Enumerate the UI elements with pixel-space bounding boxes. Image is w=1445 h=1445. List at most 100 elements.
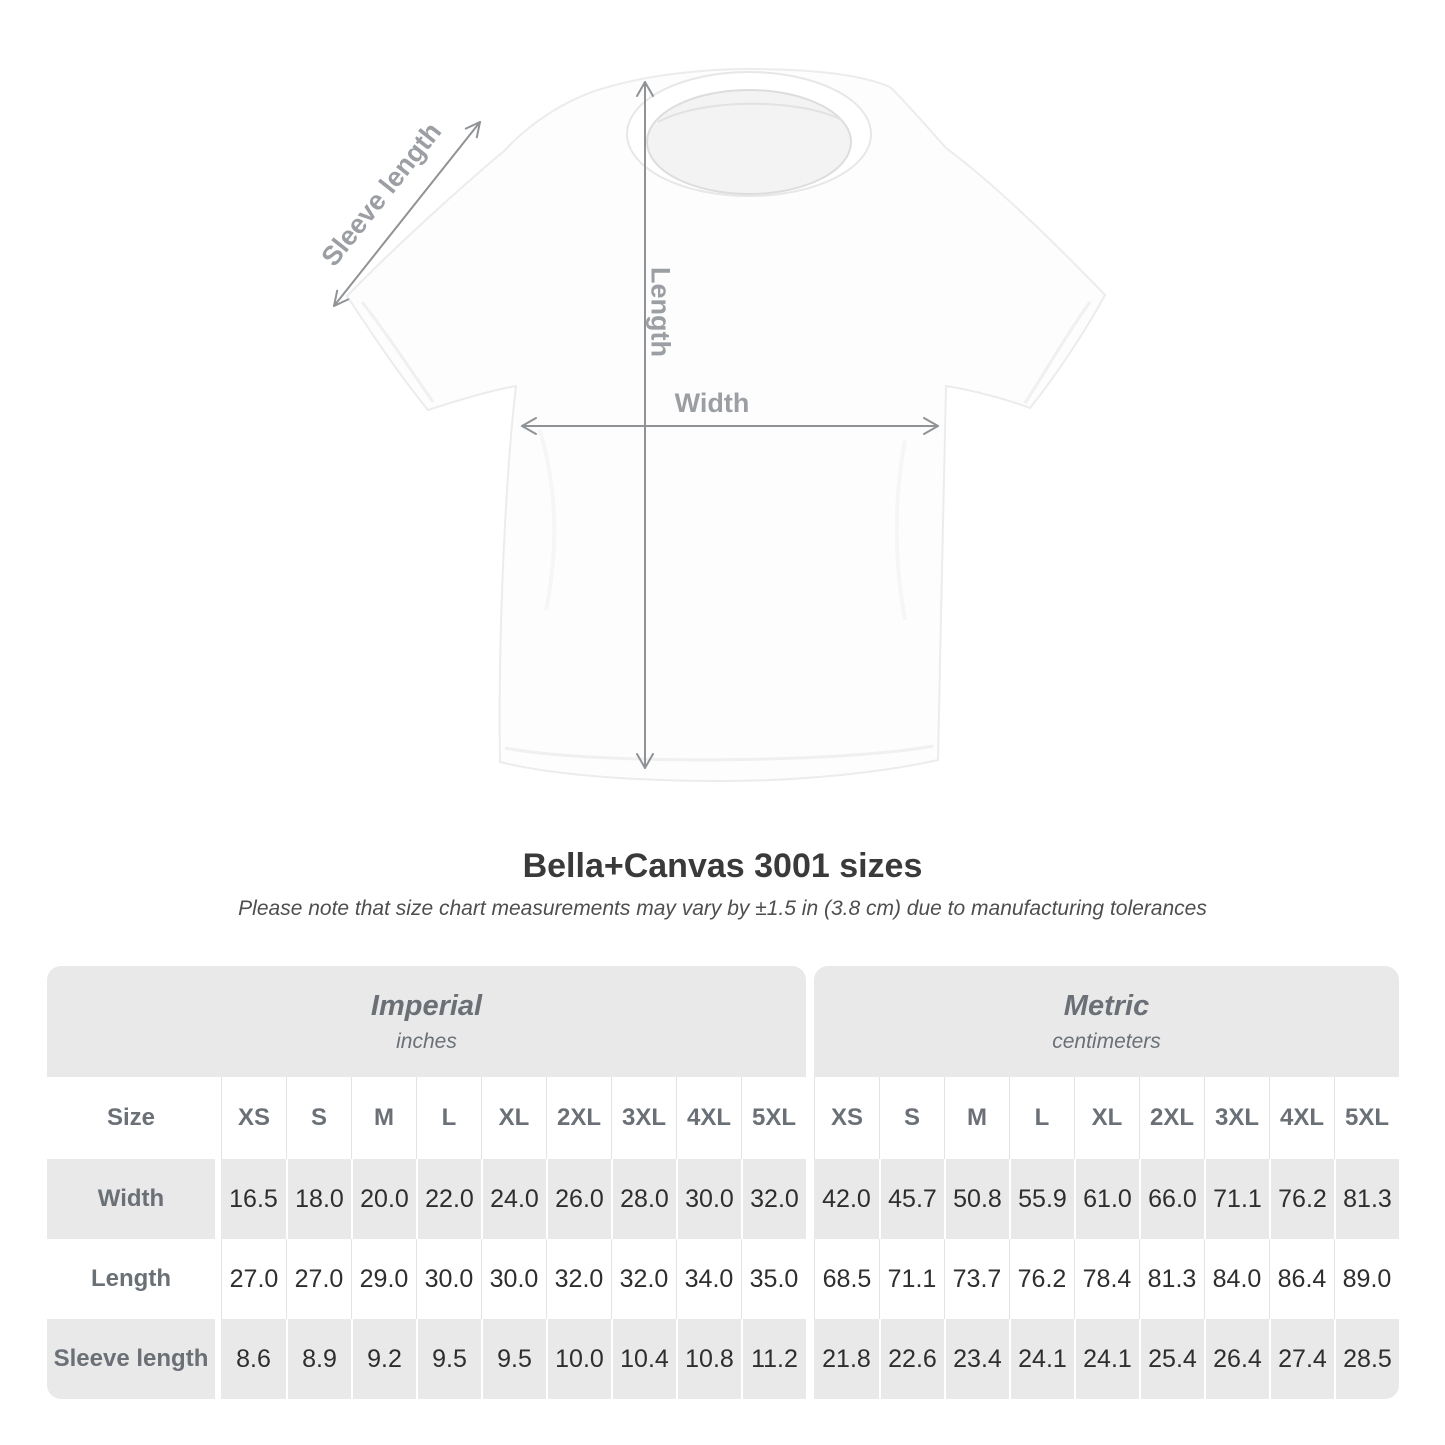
unit-group-metric: Metric centimeters — [814, 966, 1399, 1077]
size-value-cell: 27.0 — [286, 1239, 351, 1319]
unit-divider — [806, 1159, 814, 1239]
size-value-cell: 9.5 — [416, 1319, 481, 1399]
size-value-cell: 76.2 — [1269, 1159, 1334, 1239]
size-value-cell: 22.0 — [416, 1159, 481, 1239]
page-title: Bella+Canvas 3001 sizes — [522, 847, 923, 885]
size-value-cell: 28.0 — [611, 1159, 676, 1239]
size-header-imperial-2xl: 2XL — [546, 1077, 611, 1159]
sleeve-length-arrow — [333, 121, 481, 307]
size-value-cell: 16.5 — [221, 1159, 286, 1239]
size-value-cell: 29.0 — [351, 1239, 416, 1319]
unit-group-imperial: Imperial inches — [47, 966, 806, 1077]
size-value-cell: 30.0 — [416, 1239, 481, 1319]
size-value-cell: 71.1 — [879, 1239, 944, 1319]
size-header-metric-2xl: 2XL — [1139, 1077, 1204, 1159]
size-header-metric-l: L — [1009, 1077, 1074, 1159]
size-header-metric-xs: XS — [814, 1077, 879, 1159]
table-row: Width 16.5 18.0 20.0 22.0 24.0 26.0 28.0 30.0 32.… — [47, 1159, 1399, 1239]
size-value-cell: 42.0 — [814, 1159, 879, 1239]
size-value-cell: 22.6 — [879, 1319, 944, 1399]
size-value-cell: 50.8 — [944, 1159, 1009, 1239]
size-value-cell: 20.0 — [351, 1159, 416, 1239]
size-header-imperial-4xl: 4XL — [676, 1077, 741, 1159]
size-value-cell: 11.2 — [741, 1319, 806, 1399]
size-value-cell: 32.0 — [546, 1239, 611, 1319]
size-value-cell: 9.5 — [481, 1319, 546, 1399]
row-label: Length — [91, 1265, 171, 1292]
size-header-imperial-l: L — [416, 1077, 481, 1159]
size-value-cell: 32.0 — [741, 1159, 806, 1239]
size-value-cell: 10.8 — [676, 1319, 741, 1399]
size-header-row: Size XS S M L XL 2XL 3XL 4XL 5XL XS S M L XL 2XL 3XL 4XL 5… — [47, 1077, 1399, 1159]
size-value-cell: 18.0 — [286, 1159, 351, 1239]
size-value-cell: 45.7 — [879, 1159, 944, 1239]
size-header-imperial-xl: XL — [481, 1077, 546, 1159]
size-value-cell: 26.0 — [546, 1159, 611, 1239]
size-value-cell: 68.5 — [814, 1239, 879, 1319]
size-value-cell: 30.0 — [481, 1239, 546, 1319]
size-value-cell: 35.0 — [741, 1239, 806, 1319]
size-value-cell: 84.0 — [1204, 1239, 1269, 1319]
size-value-cell: 25.4 — [1139, 1319, 1204, 1399]
size-header-metric-m: M — [944, 1077, 1009, 1159]
size-header-metric-xl: XL — [1074, 1077, 1139, 1159]
size-value-cell: 89.0 — [1334, 1239, 1399, 1319]
size-value-cell: 86.4 — [1269, 1239, 1334, 1319]
size-value-cell: 81.3 — [1334, 1159, 1399, 1239]
size-value-cell: 10.0 — [546, 1319, 611, 1399]
imperial-label: Imperial — [370, 989, 483, 1022]
size-header-imperial-m: M — [351, 1077, 416, 1159]
size-value-cell: 34.0 — [676, 1239, 741, 1319]
size-value-cell: 76.2 — [1009, 1239, 1074, 1319]
width-arrow — [521, 417, 939, 435]
size-value-cell: 81.3 — [1139, 1239, 1204, 1319]
size-value-cell: 24.1 — [1074, 1319, 1139, 1399]
metric-label: Metric — [1063, 989, 1150, 1022]
size-value-cell: 55.9 — [1009, 1159, 1074, 1239]
table-row: Sleeve length 8.6 8.9 9.2 9.5 9.5 10.0 10.4 10.8… — [47, 1319, 1399, 1399]
size-header-imperial-5xl: 5XL — [741, 1077, 806, 1159]
size-value-cell: 71.1 — [1204, 1159, 1269, 1239]
size-value-cell: 21.8 — [814, 1319, 879, 1399]
row-label: Sleeve length — [47, 1319, 215, 1399]
size-note: Please note that size chart measurements… — [238, 897, 1207, 920]
size-value-cell: 73.7 — [944, 1239, 1009, 1319]
size-value-cell: 27.0 — [221, 1239, 286, 1319]
width-label: Width — [675, 388, 750, 418]
row-label: Width — [47, 1159, 215, 1239]
length-label: Length — [646, 267, 676, 357]
size-value-cell: 32.0 — [611, 1239, 676, 1319]
size-value-cell: 8.6 — [221, 1319, 286, 1399]
tshirt-measurement-diagram: Sleeve length Length Width — [315, 67, 1107, 783]
size-header-metric-4xl: 4XL — [1269, 1077, 1334, 1159]
size-value-cell: 61.0 — [1074, 1159, 1139, 1239]
unit-divider — [806, 966, 814, 1077]
size-value-cell: 23.4 — [944, 1319, 1009, 1399]
size-value-cell: 28.5 — [1334, 1319, 1399, 1399]
metric-units-label: centimeters — [1052, 1029, 1161, 1053]
size-header-metric-3xl: 3XL — [1204, 1077, 1269, 1159]
size-header-imperial-xs: XS — [221, 1077, 286, 1159]
unit-group-header-row: Imperial inches Metric centimeters — [47, 966, 1399, 1077]
unit-divider — [806, 1319, 814, 1399]
size-value-cell: 27.4 — [1269, 1319, 1334, 1399]
size-value-cell: 66.0 — [1139, 1159, 1204, 1239]
size-header-metric-5xl: 5XL — [1334, 1077, 1399, 1159]
size-value-cell: 24.0 — [481, 1159, 546, 1239]
size-header-imperial-3xl: 3XL — [611, 1077, 676, 1159]
table-row: Length 27.0 27.0 29.0 30.0 30.0 32.0 32.0 34.0 35… — [47, 1239, 1399, 1319]
size-value-cell: 9.2 — [351, 1319, 416, 1399]
unit-divider — [806, 1077, 814, 1159]
unit-divider — [806, 1239, 814, 1319]
size-value-cell: 24.1 — [1009, 1319, 1074, 1399]
size-value-cell: 10.4 — [611, 1319, 676, 1399]
imperial-units-label: inches — [396, 1029, 457, 1053]
size-value-cell: 26.4 — [1204, 1319, 1269, 1399]
neck-opening — [646, 89, 852, 195]
size-header-imperial-s: S — [286, 1077, 351, 1159]
size-chart-table: Imperial inches Metric centimeters Size X… — [47, 966, 1399, 1399]
size-header-metric-s: S — [879, 1077, 944, 1159]
size-value-cell: 78.4 — [1074, 1239, 1139, 1319]
size-value-cell: 8.9 — [286, 1319, 351, 1399]
